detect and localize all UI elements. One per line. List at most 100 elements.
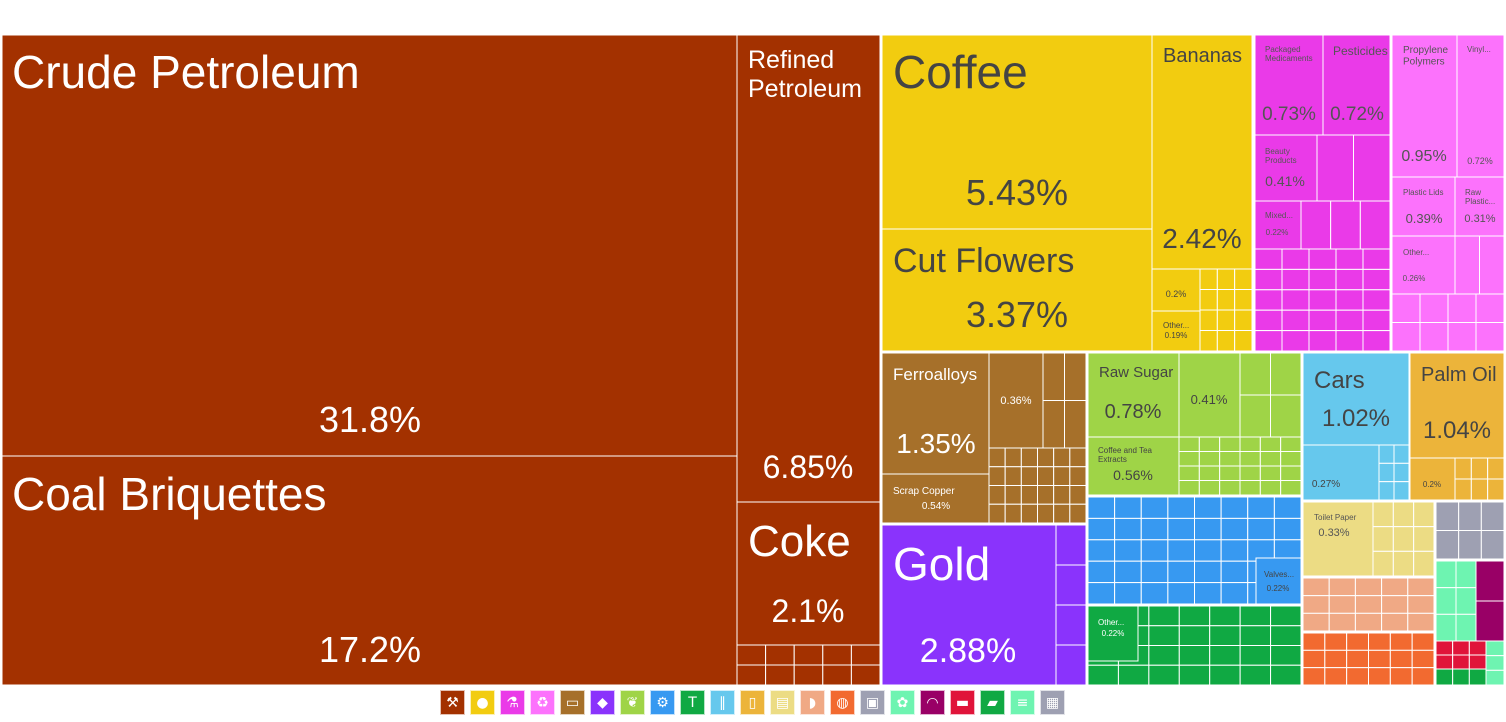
animal-hides-icon[interactable]: ▭ <box>560 690 585 715</box>
treemap-small-tile[interactable] <box>1485 669 1505 686</box>
treemap-small-tile[interactable] <box>1239 394 1271 438</box>
treemap-small-tile[interactable] <box>1199 330 1218 352</box>
treemap-small-tile[interactable] <box>1354 612 1383 632</box>
treemap-small-tile[interactable] <box>1468 668 1487 686</box>
treemap-small-tile[interactable] <box>1087 664 1119 686</box>
treemap-small-tile[interactable] <box>765 664 795 686</box>
treemap-small-tile[interactable] <box>1487 457 1505 480</box>
treemap-small-tile[interactable] <box>1219 451 1241 467</box>
treemap-small-tile[interactable] <box>1087 582 1116 605</box>
treemap-small-tile[interactable] <box>1178 480 1200 496</box>
vegetable-products-icon[interactable]: ● <box>470 690 495 715</box>
treemap-small-tile[interactable] <box>1281 289 1310 311</box>
treemap-small-tile[interactable] <box>1178 436 1200 452</box>
treemap-small-tile[interactable] <box>1302 667 1326 686</box>
miscellaneous-manufactures-icon[interactable]: ▰ <box>980 690 1005 715</box>
treemap-small-tile[interactable] <box>1167 582 1195 605</box>
treemap-small-tile[interactable] <box>1220 517 1249 541</box>
treemap-small-tile[interactable] <box>1069 466 1087 486</box>
treemap-small-tile[interactable] <box>1454 235 1480 295</box>
treemap-small-tile[interactable] <box>1254 330 1283 352</box>
weapons-icon[interactable]: ▬ <box>950 690 975 715</box>
treemap-small-tile[interactable] <box>1042 400 1065 449</box>
treemap-small-tile[interactable] <box>1455 587 1477 615</box>
treemap-small-tile[interactable] <box>1234 330 1253 352</box>
treemap-small-tile[interactable] <box>1087 539 1116 562</box>
treemap-small-tile[interactable] <box>1209 664 1241 686</box>
treemap-small-tile[interactable] <box>1234 289 1253 311</box>
treemap-small-tile[interactable] <box>1259 436 1282 452</box>
treemap-small-tile[interactable] <box>1435 668 1454 686</box>
treemap-small-tile[interactable] <box>1148 645 1180 666</box>
treemap-small-tile[interactable] <box>1452 654 1470 670</box>
treemap-small-tile[interactable] <box>1435 560 1457 589</box>
treemap-small-tile[interactable] <box>1468 640 1487 656</box>
treemap-small-tile[interactable] <box>1167 496 1195 519</box>
treemap-small-tile[interactable] <box>1140 539 1169 562</box>
treemap-small-tile[interactable] <box>1037 466 1055 486</box>
treemap-small-tile[interactable] <box>1053 466 1071 486</box>
treemap-small-tile[interactable] <box>736 644 767 666</box>
treemap-small-tile[interactable] <box>1004 485 1022 505</box>
metals-icon[interactable]: ◍ <box>830 690 855 715</box>
treemap-tile[interactable] <box>1178 352 1241 438</box>
treemap-small-tile[interactable] <box>1480 501 1505 531</box>
treemap-small-tile[interactable] <box>1247 517 1275 541</box>
treemap-small-tile[interactable] <box>1114 539 1142 562</box>
treemap-tile[interactable] <box>1454 176 1505 237</box>
treemap-small-tile[interactable] <box>1234 309 1253 331</box>
treemap-small-tile[interactable] <box>1372 550 1394 577</box>
treemap-small-tile[interactable] <box>1378 444 1395 464</box>
treemap-small-tile[interactable] <box>1254 289 1283 311</box>
treemap-small-tile[interactable] <box>1270 664 1302 686</box>
treemap-small-tile[interactable] <box>1216 309 1236 331</box>
treemap-small-tile[interactable] <box>1020 466 1038 486</box>
treemap-small-tile[interactable] <box>1454 457 1472 480</box>
treemap-small-tile[interactable] <box>1020 503 1038 524</box>
treemap-small-tile[interactable] <box>1389 667 1413 686</box>
treemap-small-tile[interactable] <box>1239 436 1261 452</box>
treemap-tile[interactable] <box>1 455 738 686</box>
treemap-small-tile[interactable] <box>1470 478 1489 501</box>
treemap-small-tile[interactable] <box>1194 539 1222 562</box>
treemap-tile[interactable] <box>1254 34 1324 136</box>
treemap-small-tile[interactable] <box>1055 564 1087 606</box>
treemap-small-tile[interactable] <box>1198 480 1221 496</box>
treemap-small-tile[interactable] <box>1447 293 1477 323</box>
treemap-small-tile[interactable] <box>1458 530 1482 560</box>
treemap-small-tile[interactable] <box>1178 605 1211 627</box>
treemap-small-tile[interactable] <box>822 644 852 666</box>
arts-antiques-icon[interactable]: ▦ <box>1040 690 1065 715</box>
treemap-small-tile[interactable] <box>1346 649 1369 669</box>
treemap-small-tile[interactable] <box>1391 322 1421 352</box>
treemap-tile[interactable] <box>1151 310 1201 352</box>
treemap-small-tile[interactable] <box>1391 293 1421 323</box>
treemap-small-tile[interactable] <box>1259 480 1282 496</box>
treemap-small-tile[interactable] <box>1199 268 1218 290</box>
treemap-tile[interactable] <box>1409 457 1456 501</box>
paper-goods-icon[interactable]: ▤ <box>770 690 795 715</box>
treemap-tile[interactable] <box>1302 444 1380 501</box>
treemap-small-tile[interactable] <box>1087 560 1116 584</box>
treemap-small-tile[interactable] <box>1413 526 1435 552</box>
footwear-headwear-icon[interactable]: ✿ <box>890 690 915 715</box>
treemap-small-tile[interactable] <box>1362 330 1391 352</box>
treemap-tile[interactable] <box>881 228 1153 352</box>
treemap-small-tile[interactable] <box>1239 480 1261 496</box>
treemap-small-tile[interactable] <box>1485 640 1505 657</box>
treemap-small-tile[interactable] <box>1194 496 1222 519</box>
treemap-small-tile[interactable] <box>1220 496 1249 519</box>
treemap-small-tile[interactable] <box>1064 400 1087 449</box>
treemap-small-tile[interactable] <box>1220 560 1249 584</box>
treemap-small-tile[interactable] <box>1178 465 1200 481</box>
treemap-small-tile[interactable] <box>1220 539 1249 562</box>
textiles-icon[interactable]: T <box>680 690 705 715</box>
treemap-small-tile[interactable] <box>1354 595 1383 614</box>
treemap-tile[interactable] <box>881 352 990 475</box>
treemap-small-tile[interactable] <box>1392 526 1415 552</box>
treemap-small-tile[interactable] <box>1209 625 1241 646</box>
treemap-small-tile[interactable] <box>1247 496 1275 519</box>
treemap-small-tile[interactable] <box>1198 465 1221 481</box>
treemap-small-tile[interactable] <box>1281 268 1310 291</box>
treemap-small-tile[interactable] <box>1239 605 1272 627</box>
